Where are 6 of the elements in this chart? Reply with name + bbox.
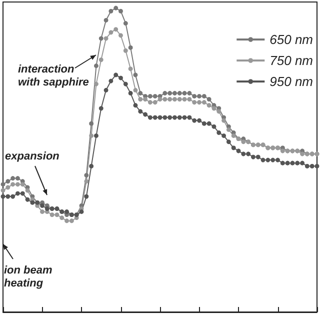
annotation: ion beam heating [4, 264, 53, 290]
annotation: expansion [5, 150, 60, 162]
legend-label: 750 nm [270, 53, 314, 68]
legend-label: 950 nm [270, 74, 314, 89]
legend-label: 650 nm [270, 32, 314, 47]
annotation: interaction with sapphire [18, 64, 89, 88]
